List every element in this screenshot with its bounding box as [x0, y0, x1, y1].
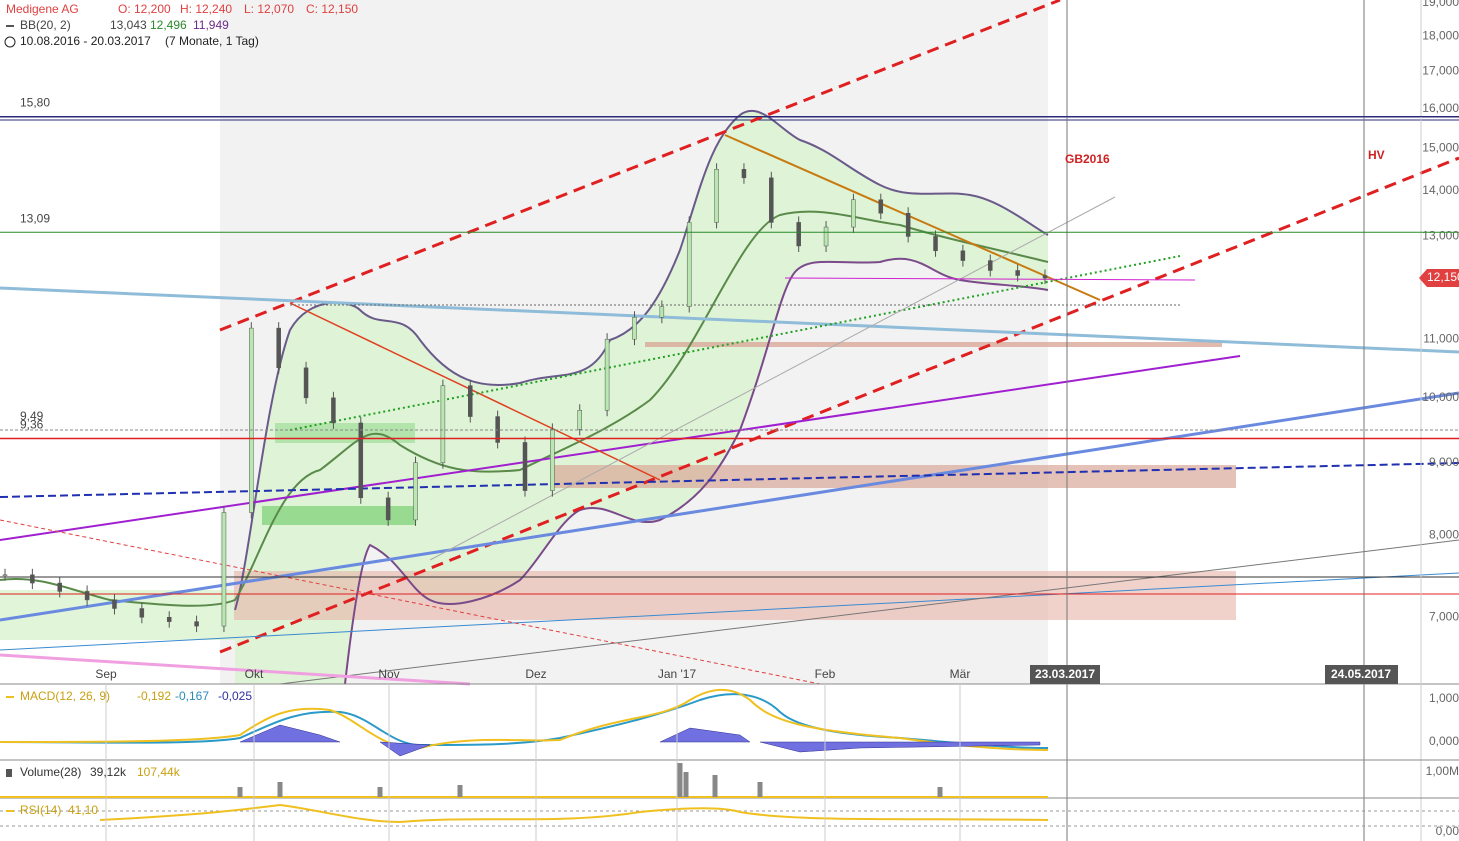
clock-icon — [4, 36, 16, 48]
x-tick-label: Nov — [378, 667, 399, 681]
candle — [440, 385, 446, 463]
candle — [741, 169, 747, 179]
date-range: 10.08.2016 - 20.03.2017 — [20, 34, 151, 48]
last-price: 12,150 — [1427, 270, 1459, 284]
level-label: 9,36 — [20, 418, 44, 432]
candle — [1015, 270, 1020, 276]
x-tick-label: Jan '17 — [658, 667, 697, 681]
candle — [522, 442, 528, 491]
macd-tick: 1,000 — [1429, 691, 1459, 705]
rsi-tick: 0,00 — [1436, 824, 1459, 838]
event-label: GB2016 — [1065, 152, 1110, 166]
bb-label: BB(20, 2) — [20, 18, 71, 32]
x-tick-label: Sep — [95, 667, 117, 681]
level-label: 13,09 — [20, 211, 50, 225]
y-tick-label: 11,000 — [1423, 331, 1459, 345]
quote: O: 12,200 — [118, 2, 171, 16]
candle — [57, 582, 62, 592]
candle — [960, 250, 966, 261]
candle — [221, 512, 227, 627]
candle — [905, 212, 911, 237]
bb-icon — [6, 25, 14, 27]
volume-icon — [6, 769, 12, 777]
candle — [249, 327, 254, 513]
candle — [851, 199, 856, 228]
volume-value: 39,12k — [90, 765, 127, 779]
event-date: 23.03.2017 — [1035, 667, 1095, 681]
candle — [30, 574, 35, 584]
y-tick-label: 16,000 — [1422, 101, 1459, 115]
macd-value: -0,192 — [137, 689, 171, 703]
event-label: HV — [1368, 148, 1385, 162]
x-tick-label: Dez — [525, 667, 546, 681]
candle — [796, 222, 801, 247]
rsi-value: 41,10 — [68, 803, 98, 817]
level-label: 15,80 — [20, 96, 50, 110]
y-tick-label: 7,000 — [1429, 609, 1459, 623]
candle — [550, 429, 555, 491]
candle — [194, 621, 199, 627]
y-tick-label: 10,000 — [1422, 390, 1459, 404]
candle — [385, 497, 391, 521]
candle — [139, 608, 145, 618]
candle — [303, 367, 309, 399]
duration: (7 Monate, 1 Tag) — [165, 34, 259, 48]
candle — [2, 574, 8, 577]
macd-label: MACD(12, 26, 9) — [20, 689, 110, 703]
candle — [878, 199, 884, 214]
candle — [933, 236, 938, 252]
bb-value: 13,043 — [110, 18, 147, 32]
candle — [604, 338, 610, 411]
candle — [358, 422, 364, 499]
x-tick-label: Mär — [950, 667, 971, 681]
candle — [495, 416, 500, 443]
candle — [413, 462, 418, 521]
candle — [1042, 275, 1048, 279]
candle — [714, 169, 719, 223]
candle — [331, 397, 336, 424]
quote: L: 12,070 — [244, 2, 294, 16]
y-tick-label: 18,000 — [1422, 28, 1459, 42]
macd-tick: 0,000 — [1429, 734, 1459, 748]
bb-value: 11,949 — [193, 18, 229, 32]
rsi-label: RSI(14) — [20, 803, 61, 817]
macd-icon — [6, 696, 14, 698]
event-date: 24.05.2017 — [1331, 667, 1391, 681]
volume-value: 107,44k — [137, 765, 181, 779]
candle — [166, 616, 172, 622]
candle — [276, 327, 281, 369]
candle — [686, 222, 692, 307]
quote: C: 12,150 — [306, 2, 358, 16]
candle — [988, 260, 993, 271]
y-tick-label: 9,000 — [1429, 455, 1459, 469]
symbol: Medigene AG — [6, 2, 79, 16]
candle — [632, 316, 637, 340]
y-tick-label: 14,000 — [1422, 183, 1459, 197]
macd-value: -0,167 — [175, 689, 209, 703]
x-tick-label: Feb — [815, 667, 836, 681]
candle — [112, 599, 117, 609]
rsi-icon — [6, 810, 14, 812]
candle — [84, 591, 90, 601]
bb-value: 12,496 — [150, 18, 187, 32]
candle — [659, 306, 665, 318]
candle — [577, 410, 582, 430]
candle — [468, 385, 473, 417]
y-tick-label: 8,000 — [1429, 527, 1459, 541]
volume-label: Volume(28) — [20, 765, 81, 779]
level-label: 9,49 — [20, 409, 44, 423]
quote: H: 12,240 — [180, 2, 232, 16]
y-tick-label: 13,000 — [1422, 229, 1459, 243]
y-tick-label: 19,000 — [1422, 0, 1459, 9]
y-tick-label: 17,000 — [1422, 64, 1459, 78]
candle — [769, 177, 774, 223]
macd-value: -0,025 — [218, 689, 252, 703]
volume-tick: 1,00M — [1426, 764, 1459, 778]
x-tick-label: Okt — [245, 667, 264, 681]
candle — [823, 226, 829, 247]
y-tick-label: 15,000 — [1422, 141, 1459, 155]
